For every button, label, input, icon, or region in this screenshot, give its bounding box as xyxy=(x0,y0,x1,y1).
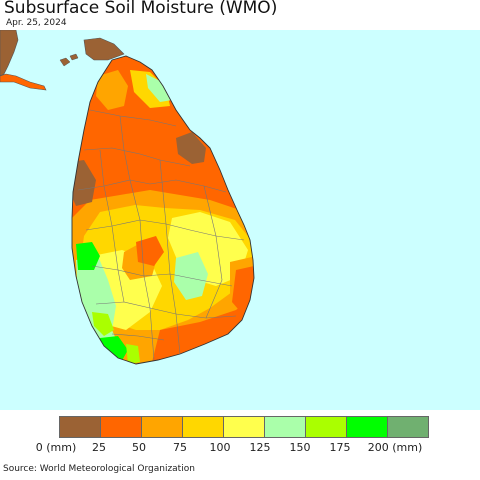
legend-swatch-175-200 xyxy=(346,417,387,437)
jaffna-peninsula xyxy=(83,37,125,61)
legend-swatch-125-150 xyxy=(264,417,305,437)
sri-lanka-outline xyxy=(71,55,255,365)
pale-green-zone-center xyxy=(174,252,208,300)
very-dry-zone-east xyxy=(176,132,206,164)
legend-label-175: 175 xyxy=(329,441,351,454)
map-date: Apr. 25, 2024 xyxy=(6,18,67,28)
orange-zone-north xyxy=(96,70,128,110)
green-spot-west xyxy=(76,242,100,270)
legend-swatch-50-75 xyxy=(141,417,182,437)
legend-label-100: 100 xyxy=(209,441,231,454)
india-coast-strip xyxy=(0,73,47,91)
legend-label-50: 50 xyxy=(132,441,146,454)
legend-label-200: 200 (mm) xyxy=(367,441,423,454)
lime-spot-south xyxy=(126,344,140,364)
legend-color-bar xyxy=(59,416,429,438)
legend-label-125: 125 xyxy=(249,441,271,454)
legend-label-0: 0 (mm) xyxy=(35,441,77,454)
district-boundaries xyxy=(77,109,245,361)
legend-swatch-0-25 xyxy=(60,417,100,437)
source-credit: Source: World Meteorological Organizatio… xyxy=(3,464,195,474)
map-title: Subsurface Soil Moisture (WMO) xyxy=(4,0,278,18)
lime-spot-west xyxy=(92,312,114,336)
legend-swatch-100-125 xyxy=(223,417,264,437)
small-islands xyxy=(59,53,79,67)
legend-label-150: 150 xyxy=(289,441,311,454)
soil-moisture-map xyxy=(0,30,480,410)
legend-label-75: 75 xyxy=(173,441,187,454)
legend-swatch-75-100 xyxy=(182,417,223,437)
pale-green-zone-northeast xyxy=(146,74,172,102)
legend-swatch-150-175 xyxy=(305,417,346,437)
legend-swatch-200-plus xyxy=(387,417,428,437)
legend-swatch-25-50 xyxy=(100,417,141,437)
legend-label-25: 25 xyxy=(92,441,106,454)
